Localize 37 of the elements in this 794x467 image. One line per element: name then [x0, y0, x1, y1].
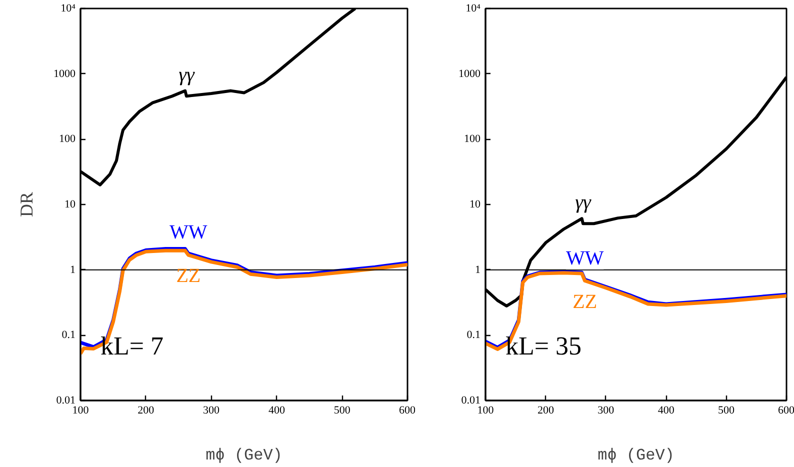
x-axis-title: mϕ (GeV) [206, 446, 282, 464]
y-tick-label: 10 [64, 198, 76, 210]
y-tick-label: 0.01 [56, 394, 76, 406]
y-tick-label: 0.1 [466, 329, 480, 342]
x-tick-label: 100 [72, 404, 90, 416]
series-label: ZZ [572, 290, 598, 313]
y-tick-label: 10⁴ [466, 2, 481, 14]
x-tick-label: 300 [203, 404, 220, 416]
x-tick-label: 100 [477, 404, 494, 416]
x-tick-label: 200 [537, 404, 554, 416]
x-tick-label: 500 [718, 404, 736, 416]
y-tick-label: 1 [70, 264, 76, 276]
y-tick-label: 0.01 [461, 394, 480, 406]
annotation: kL= 35 [506, 332, 582, 360]
x-tick-label: 600 [399, 404, 416, 416]
y-tick-label: 1000 [458, 68, 481, 80]
x-axis-title: mϕ (GeV) [598, 446, 674, 464]
x-tick-label: 500 [334, 404, 351, 416]
y-tick-label: 0.1 [62, 329, 76, 342]
y-tick-label: 10⁴ [60, 2, 76, 14]
series-label: ZZ [176, 265, 201, 288]
y-tick-label: 100 [59, 133, 76, 146]
x-tick-label: 300 [598, 404, 615, 416]
x-tick-label: 600 [778, 404, 794, 416]
y-tick-label: 100 [464, 133, 481, 146]
x-tick-label: 400 [658, 404, 675, 416]
y-axis-title: DR [16, 192, 36, 217]
series-label: γγ [575, 192, 592, 214]
y-tick-label: 1000 [54, 68, 76, 80]
series-label: WW [170, 221, 208, 244]
x-tick-label: 400 [268, 404, 286, 416]
x-tick-label: 200 [138, 404, 155, 416]
y-tick-label: 1 [475, 264, 480, 276]
series-label: γγ [178, 64, 196, 86]
annotation: kL= 7 [100, 332, 164, 360]
y-tick-label: 10 [470, 198, 481, 210]
series-label: WW [566, 248, 604, 270]
